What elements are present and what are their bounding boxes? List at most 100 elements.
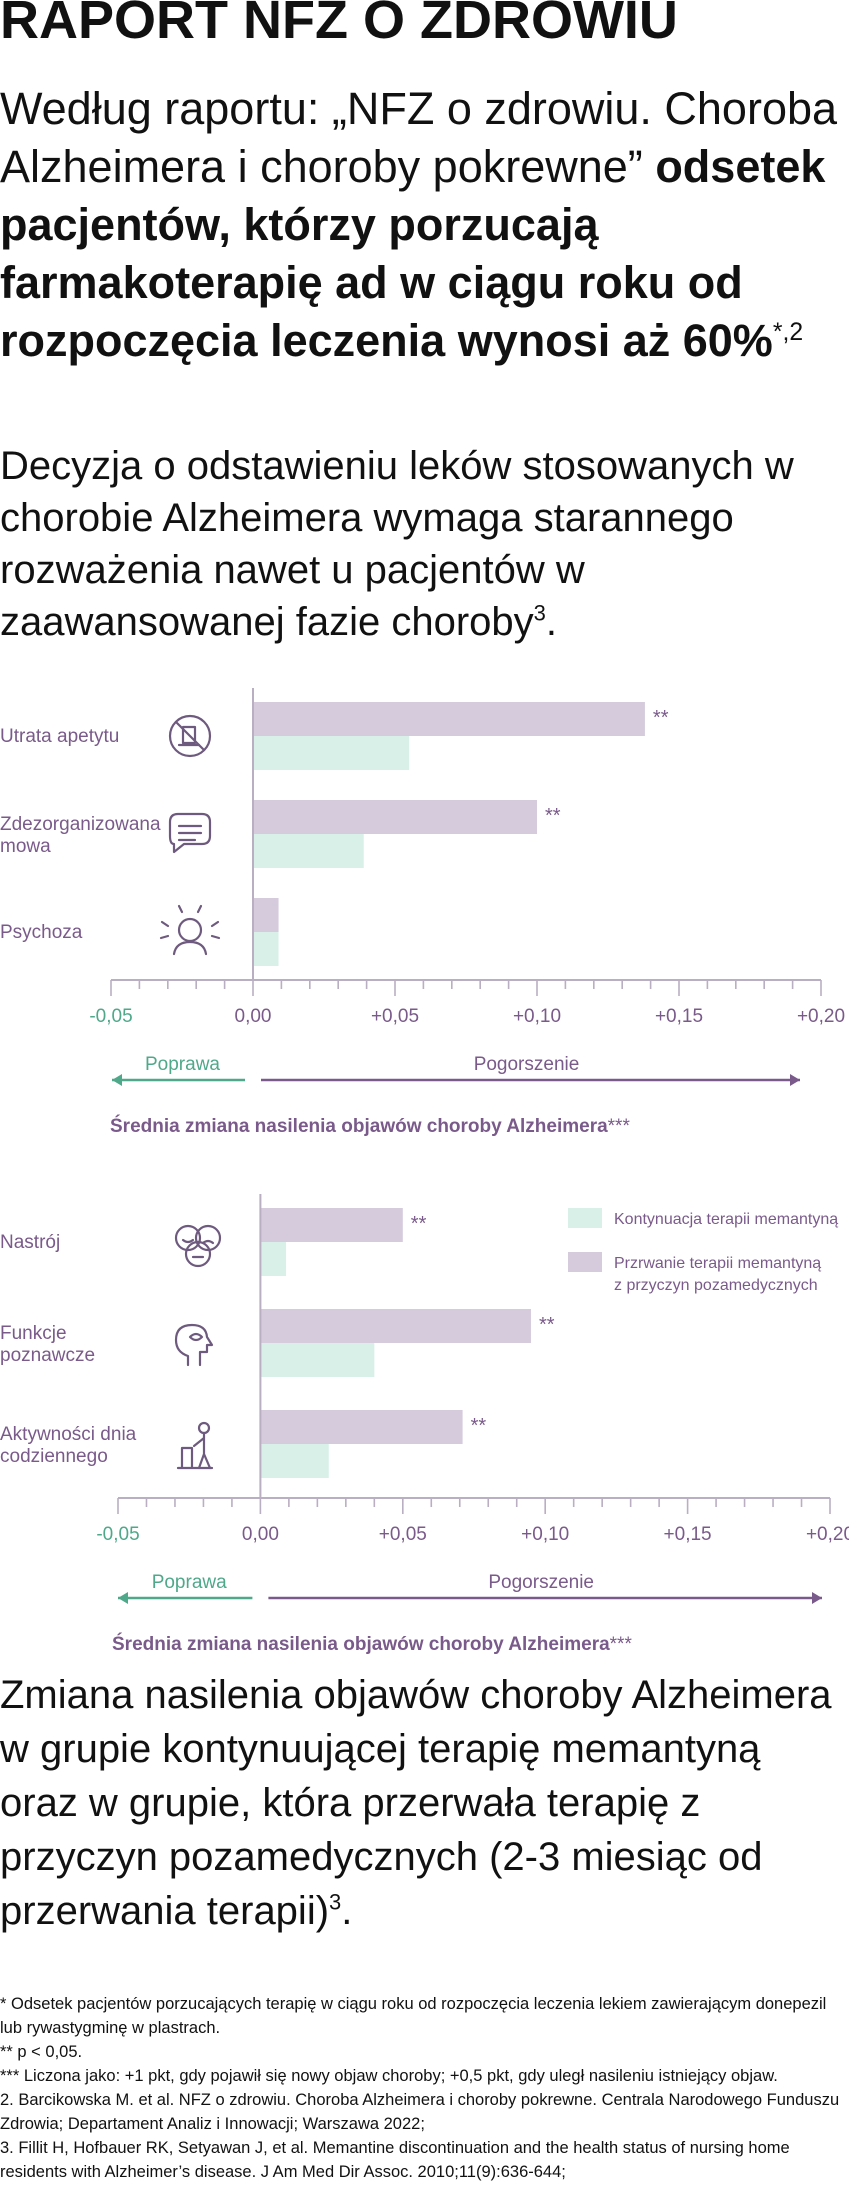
- category-label: Funkcje poznawcze: [0, 1323, 95, 1366]
- x-axis-title-text: Średnia zmiana nasilenia objawów choroby…: [110, 1115, 608, 1137]
- category-label-line: Funkcje: [0, 1323, 67, 1344]
- improve-label: Poprawa: [145, 1054, 220, 1075]
- icon-part: [197, 1421, 211, 1435]
- icon-part: [181, 1238, 215, 1259]
- x-tick-label: +0,05: [379, 1524, 427, 1545]
- legend-label-line: Przrwanie terapii memantyną: [614, 1255, 821, 1272]
- significance-mark: **: [545, 805, 561, 827]
- improve-arrowhead: [112, 1074, 122, 1086]
- food-icon: [168, 714, 212, 758]
- icon-part: [194, 1224, 222, 1252]
- improve-label: Poprawa: [152, 1572, 227, 1593]
- legend-swatch: [568, 1252, 602, 1272]
- category-label-line: Zdezorganizowana: [0, 814, 161, 835]
- legend-label-line: Kontynuacja terapii memantyną: [614, 1211, 838, 1228]
- psychosis-head-icon: [159, 904, 221, 956]
- worsen-label: Pogorszenie: [488, 1572, 594, 1593]
- icon-part: [192, 1432, 212, 1470]
- conclusion-ref: 3: [329, 1889, 342, 1915]
- lead-normal: Według raportu: „NFZ o zdrowiu. Choroba …: [0, 83, 838, 192]
- intro-text: Decyzja o odstawieniu leków stosowanych …: [0, 444, 794, 644]
- x-axis-title: Średnia zmiana nasilenia objawów choroby…: [110, 1115, 630, 1137]
- bar-continued: [260, 1444, 329, 1478]
- category-label: Utrata apetytu: [0, 726, 119, 747]
- bar-discontinued: [253, 800, 537, 834]
- bar-continued: [260, 1343, 375, 1377]
- icon-part: [174, 1323, 214, 1367]
- footnote: 3. Fillit H, Hofbauer RK, Setyawan J, et…: [0, 2139, 790, 2181]
- x-tick-label: +0,10: [513, 1006, 561, 1027]
- bar-discontinued: [253, 898, 279, 932]
- icon-part: [176, 1446, 214, 1470]
- bar-discontinued: [260, 1410, 463, 1444]
- x-axis-title-text: Średnia zmiana nasilenia objawów choroby…: [112, 1633, 610, 1655]
- bar-continued: [260, 1242, 287, 1276]
- page-title: RAPORT NFZ O ZDROWIU: [0, 0, 678, 50]
- category-label: Psychoza: [0, 922, 83, 943]
- significance-mark: **: [653, 707, 669, 729]
- icon-part: [168, 714, 212, 758]
- icon-part: [174, 1224, 202, 1252]
- bar-discontinued: [260, 1208, 403, 1242]
- x-tick-label: +0,10: [521, 1524, 569, 1545]
- legend-label: Kontynuacja terapii memantyną: [614, 1211, 838, 1228]
- mood-faces-icon: [174, 1224, 222, 1268]
- daily-activity-icon: [176, 1421, 214, 1470]
- intro-ref: 3: [533, 600, 546, 626]
- chart-1: Utrata apetytu ** Zdezorganizowana mowa ** Ps…: [0, 688, 845, 1137]
- footnote: *** Liczona jako: +1 pkt, gdy pojawił si…: [0, 2067, 778, 2085]
- x-tick-label: +0,15: [655, 1006, 703, 1027]
- legend-label-line: z przyczyn pozamedycznych: [614, 1277, 818, 1294]
- x-axis-title: Średnia zmiana nasilenia objawów choroby…: [112, 1633, 632, 1655]
- x-tick-label: +0,05: [371, 1006, 419, 1027]
- worsen-label: Pogorszenie: [474, 1054, 580, 1075]
- conclusion-text: Zmiana nasilenia objawów choroby Alzheim…: [0, 1673, 832, 1933]
- significance-mark: **: [411, 1213, 427, 1235]
- lead-bold: odsetek pacjentów, którzy porzucają farm…: [0, 141, 826, 366]
- category-label-line: codziennego: [0, 1446, 108, 1467]
- worsen-arrowhead: [790, 1074, 800, 1086]
- speech-bubble-icon: [168, 812, 212, 854]
- icon-part: [181, 725, 197, 745]
- x-tick-label: -0,05: [96, 1524, 139, 1545]
- conclusion-paragraph: Zmiana nasilenia objawów choroby Alzheim…: [0, 1668, 849, 1938]
- footnote: 2. Barcikowska M. et al. NFZ o zdrowiu. …: [0, 2091, 840, 2133]
- icon-part: [168, 812, 212, 854]
- bar-continued: [253, 932, 279, 966]
- legend-label: Przrwanie terapii memantyną z przyczyn po…: [614, 1255, 821, 1294]
- worsen-arrowhead: [812, 1592, 822, 1604]
- legend-swatch: [568, 1208, 602, 1228]
- category-label-line: poznawcze: [0, 1345, 95, 1366]
- intro-paragraph: Decyzja o odstawieniu leków stosowanych …: [0, 440, 849, 648]
- x-axis-title-mark: ***: [608, 1116, 631, 1137]
- x-tick-label: +0,20: [797, 1006, 845, 1027]
- category-label-line: Aktywności dnia: [0, 1424, 137, 1445]
- icon-part: [159, 904, 221, 940]
- x-axis-title-mark: ***: [610, 1634, 633, 1655]
- significance-mark: **: [539, 1314, 555, 1336]
- footnote: ** p < 0,05.: [0, 2043, 83, 2061]
- x-tick-label: +0,20: [806, 1524, 849, 1545]
- icon-part: [172, 940, 208, 956]
- bar-continued: [253, 736, 410, 770]
- icon-part: [184, 1240, 212, 1268]
- category-label-line: mowa: [0, 836, 51, 857]
- chart-2: Nastrój ** Funkcje poznawcze ** Aktywności dn…: [0, 1194, 849, 1655]
- category-label-line: Utrata apetytu: [0, 726, 119, 747]
- category-label: Nastrój: [0, 1232, 60, 1253]
- bar-discontinued: [260, 1309, 531, 1343]
- significance-mark: **: [471, 1415, 487, 1437]
- conclusion-end: .: [341, 1889, 353, 1933]
- icon-part: [188, 1332, 204, 1342]
- intro-end: .: [545, 600, 558, 644]
- footnotes: * Odsetek pacjentów porzucających terapi…: [0, 1992, 849, 2184]
- bar-continued: [253, 834, 364, 868]
- icon-part: [177, 917, 203, 943]
- cognition-head-icon: [174, 1323, 214, 1367]
- x-tick-label: -0,05: [89, 1006, 132, 1027]
- x-tick-label: 0,00: [235, 1006, 272, 1027]
- category-label: Zdezorganizowana mowa: [0, 814, 161, 857]
- category-label-line: Psychoza: [0, 922, 83, 943]
- category-label: Aktywności dnia codziennego: [0, 1424, 137, 1467]
- bar-discontinued: [253, 702, 645, 736]
